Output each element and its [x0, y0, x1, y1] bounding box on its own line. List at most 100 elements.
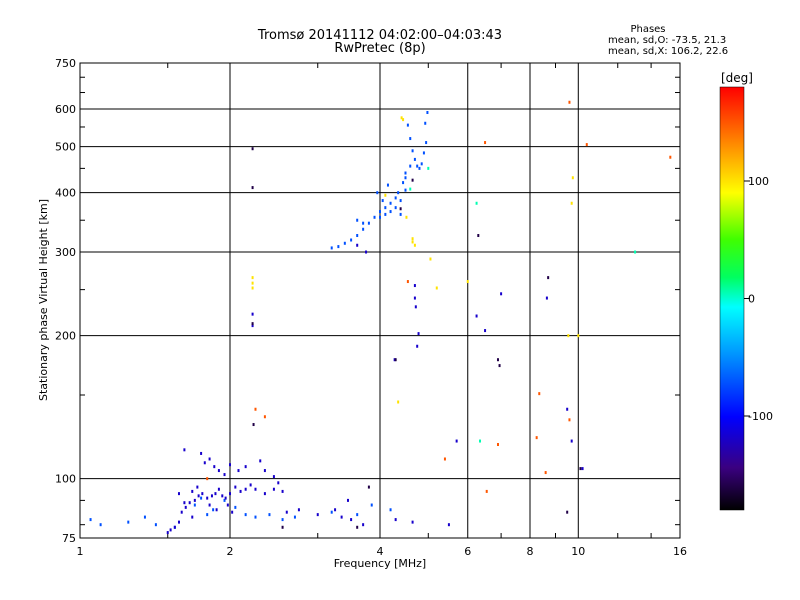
data-point [89, 518, 92, 522]
data-point [400, 116, 403, 120]
data-point [413, 243, 416, 247]
data-point [196, 485, 199, 489]
y-tick-label: 600 [55, 103, 76, 116]
data-point [337, 245, 340, 249]
data-point [316, 513, 319, 517]
data-point [184, 505, 187, 509]
colorbar-tick-label: 0 [748, 293, 755, 306]
data-point [166, 531, 169, 535]
data-point [425, 141, 428, 145]
data-point [429, 257, 432, 261]
data-point [427, 166, 430, 170]
colorbar-gradient [719, 86, 745, 511]
data-point [571, 176, 574, 180]
data-point [215, 508, 218, 512]
data-point [340, 515, 343, 519]
data-point [566, 407, 569, 411]
data-point [435, 286, 438, 290]
data-point [411, 149, 414, 153]
data-point [579, 467, 582, 471]
data-point [210, 494, 213, 498]
data-point [239, 489, 242, 493]
data-point [343, 241, 346, 245]
data-point [411, 237, 414, 241]
data-point [420, 162, 423, 166]
data-point [538, 392, 541, 396]
data-point [475, 201, 478, 205]
data-point [545, 296, 548, 300]
data-point [251, 276, 254, 280]
y-tick-label: 750 [55, 57, 76, 70]
data-point [404, 188, 407, 192]
data-point [213, 465, 216, 469]
colorbar-tick-label: -100 [748, 410, 773, 423]
y-tick-label: 300 [55, 246, 76, 259]
data-point [362, 523, 365, 527]
data-point [224, 496, 227, 500]
data-point [99, 523, 102, 527]
data-point [330, 510, 333, 514]
data-points [89, 100, 672, 535]
data-point [177, 520, 180, 524]
data-point [411, 178, 414, 182]
colorbar: [deg] 100 0 -100 [719, 71, 773, 511]
data-point [365, 250, 368, 254]
data-point [200, 496, 203, 500]
data-point [281, 518, 284, 522]
data-point [397, 191, 400, 195]
data-point [669, 155, 672, 159]
colorbar-ticks: 100 0 -100 [744, 175, 773, 423]
phases-title: Phases [630, 24, 665, 35]
x-tick-label: 10 [571, 545, 585, 558]
data-point [200, 451, 203, 455]
data-point [254, 487, 257, 491]
data-point [251, 324, 254, 328]
data-point [249, 483, 252, 487]
data-point [367, 485, 370, 489]
data-point [384, 212, 387, 216]
y-tick-label: 75 [62, 532, 76, 545]
data-point [244, 487, 247, 491]
data-point [193, 498, 196, 502]
data-point [201, 492, 204, 496]
data-point [384, 193, 387, 197]
data-point [496, 443, 499, 447]
x-tick-label: 6 [464, 545, 471, 558]
x-tick-label: 1 [77, 545, 84, 558]
data-point [466, 280, 469, 284]
data-point [394, 518, 397, 522]
data-point [544, 471, 547, 475]
data-point [485, 489, 488, 493]
data-point [447, 523, 450, 527]
data-point [404, 171, 407, 175]
chart-title: Tromsø 20141112 04:02:00–04:03:43 [257, 28, 502, 43]
data-point [223, 473, 226, 477]
data-point [362, 221, 365, 225]
data-point [422, 151, 425, 155]
data-point [169, 528, 172, 532]
data-point [399, 212, 402, 216]
data-point [251, 147, 254, 151]
data-point [405, 215, 408, 219]
data-point [217, 469, 220, 473]
data-point [173, 525, 176, 529]
data-point [585, 143, 588, 147]
data-point [394, 358, 397, 362]
data-point [356, 218, 359, 222]
data-point [143, 515, 146, 519]
data-point [477, 234, 480, 238]
data-point [191, 515, 194, 519]
data-point [244, 513, 247, 517]
data-point [272, 487, 275, 491]
data-point [370, 503, 373, 507]
data-point [252, 423, 255, 427]
data-point [244, 465, 247, 469]
data-point [389, 210, 392, 214]
data-point [413, 157, 416, 161]
data-point [229, 492, 231, 496]
data-point [177, 492, 180, 496]
data-point [409, 187, 412, 191]
data-point [386, 183, 389, 187]
data-point [570, 201, 573, 205]
